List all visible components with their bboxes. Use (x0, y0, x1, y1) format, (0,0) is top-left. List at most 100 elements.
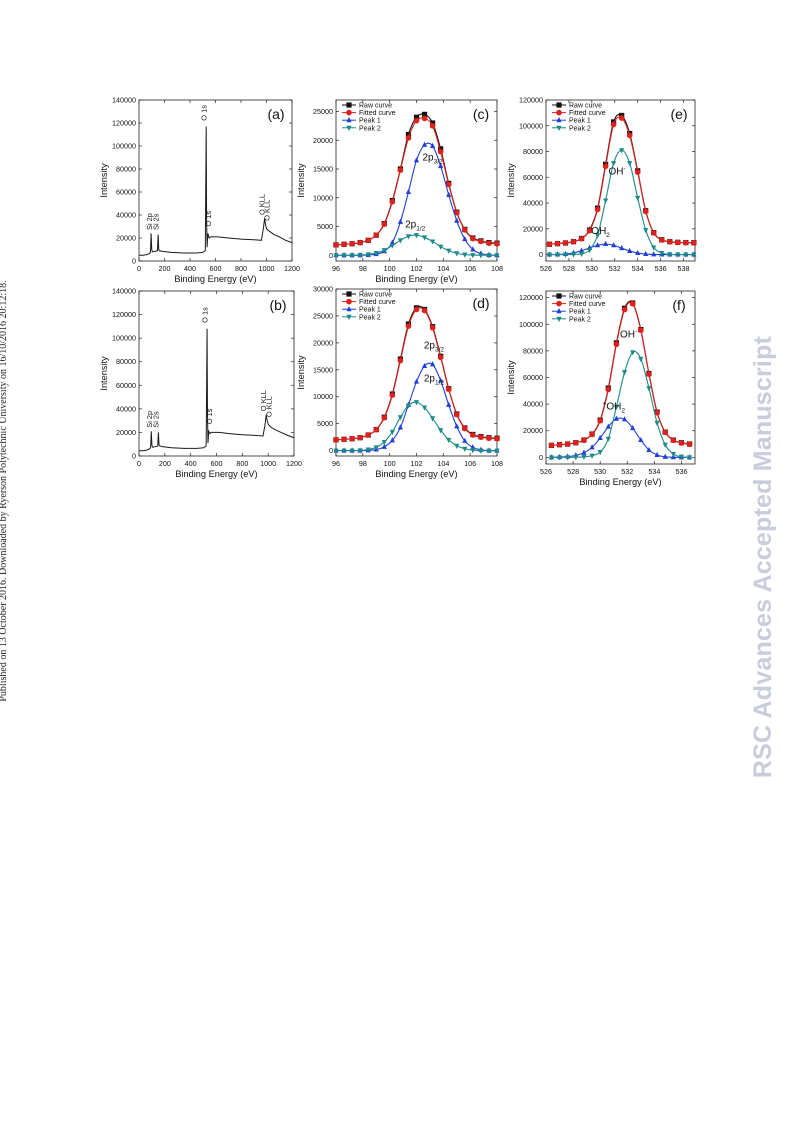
y-tick-label: 30000 (313, 285, 333, 294)
data-point (494, 253, 500, 259)
data-point (605, 386, 612, 393)
data-point (619, 148, 625, 154)
y-tick-label: 40000 (116, 211, 136, 220)
series-line (335, 305, 498, 441)
data-point (405, 188, 412, 194)
x-tick-label: 538 (678, 264, 690, 273)
annotation-main: 2p (424, 374, 436, 385)
data-point (430, 361, 436, 367)
data-point (389, 243, 395, 249)
data-point (638, 436, 644, 443)
series-line (549, 116, 694, 245)
data-point (494, 448, 500, 454)
data-point (470, 253, 476, 259)
data-point (445, 181, 452, 188)
x-tick-label: 200 (159, 264, 171, 273)
legend-label: Peak 2 (569, 125, 591, 132)
series-line (139, 328, 295, 452)
data-point (462, 227, 468, 233)
data-point (605, 436, 611, 442)
data-point (405, 323, 412, 329)
y-axis-label: Intensity (296, 355, 306, 390)
data-point (438, 162, 444, 169)
legend-label: Raw curve (359, 292, 392, 299)
data-point (630, 424, 636, 431)
legend-marker (346, 102, 352, 108)
data-point (621, 306, 628, 313)
data-point (389, 392, 396, 398)
data-point (438, 377, 444, 383)
legend-label: Fitted curve (359, 299, 396, 306)
data-point (453, 411, 460, 418)
legend-label: Fitted curve (569, 110, 606, 117)
legend-label: Peak 2 (359, 125, 381, 132)
data-point (413, 114, 420, 120)
data-point (610, 121, 617, 128)
data-point (397, 218, 403, 224)
data-point (573, 455, 579, 461)
data-point (413, 157, 420, 163)
data-point (413, 306, 420, 313)
annotation-presup: + (603, 400, 607, 407)
panel-label: (b) (269, 297, 286, 313)
x-tick-label: 528 (563, 264, 575, 273)
x-axis-label: Binding Energy (eV) (375, 274, 457, 284)
data-point (486, 448, 492, 454)
annotation-sub: 1/2 (416, 226, 425, 233)
legend-label: Raw curve (359, 103, 392, 110)
data-point (603, 240, 609, 246)
data-point (548, 442, 555, 449)
data-point (357, 239, 363, 246)
x-tick-label: 600 (211, 459, 223, 468)
data-point (686, 455, 693, 461)
x-tick-label: 1000 (259, 264, 275, 273)
data-point (635, 195, 641, 202)
data-point (613, 415, 620, 421)
data-point (659, 251, 665, 257)
y-tick-label: 0 (539, 453, 543, 462)
legend-label: Peak 1 (359, 307, 381, 314)
y-tick-label: 25000 (313, 311, 333, 320)
y-tick-label: 10000 (313, 193, 333, 202)
x-axis-label: Binding Energy (eV) (174, 274, 256, 284)
data-point (597, 450, 603, 456)
y-tick-label: 20000 (313, 136, 333, 145)
data-point (651, 251, 657, 257)
data-point (562, 252, 569, 258)
legend-marker (556, 293, 562, 299)
data-point (389, 429, 395, 435)
data-point (405, 234, 412, 240)
data-point (470, 432, 476, 438)
data-point (373, 250, 379, 257)
peak-annotation: Si 2s (151, 213, 160, 230)
panel-label: (d) (472, 295, 489, 311)
data-point (349, 240, 355, 247)
y-tick-label: 25000 (313, 107, 333, 116)
data-point (597, 434, 603, 441)
data-point (430, 142, 436, 148)
data-point (446, 401, 452, 407)
series-line (549, 113, 694, 245)
data-point (556, 441, 563, 448)
x-axis-label: Binding Energy (eV) (375, 469, 457, 479)
legend-marker (346, 314, 352, 320)
data-point (627, 247, 633, 253)
peak-annotation: O 1s (200, 105, 209, 121)
legend-marker (556, 125, 562, 131)
data-point (438, 428, 444, 434)
x-tick-label: 536 (655, 264, 667, 273)
data-point (453, 209, 460, 216)
y-tick-label: 100000 (112, 142, 136, 151)
data-point (613, 404, 620, 410)
y-tick-label: 120000 (519, 96, 543, 105)
data-point (691, 240, 697, 246)
data-point (421, 115, 428, 122)
annotation-sup: - (635, 329, 637, 336)
data-point (421, 307, 428, 314)
data-point (454, 217, 460, 223)
x-tick-label: 536 (675, 467, 687, 476)
peak-annotation: OH- (620, 329, 637, 341)
data-point (437, 354, 444, 361)
data-point (678, 454, 685, 460)
data-point (589, 453, 595, 459)
